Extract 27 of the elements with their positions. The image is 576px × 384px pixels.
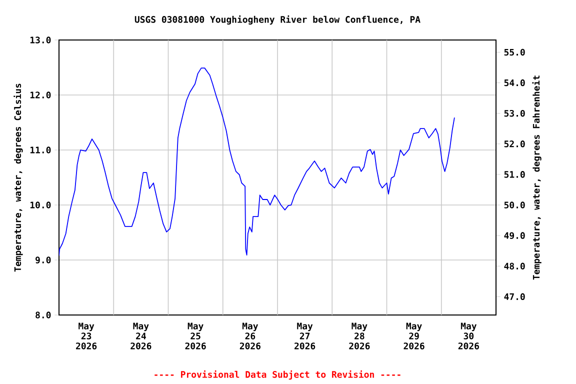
y2-tick-label: 48.0 <box>504 262 525 270</box>
y-tick-label: 11.0 <box>30 146 51 154</box>
x-tick-label: May 30 2026 <box>458 322 479 350</box>
y2-tick-label: 47.0 <box>504 293 525 300</box>
x-tick-label: May 23 2026 <box>76 322 97 350</box>
y2-tick-label: 51.0 <box>504 171 525 178</box>
y-tick-label: 10.0 <box>30 202 51 208</box>
chart-title: USGS 03081000 Youghiogheny River below Confluence, PA <box>134 15 420 25</box>
y-tick-label: 8.0 <box>36 312 51 318</box>
y-tick-label: 13.0 <box>30 36 51 44</box>
x-tick-label: May 24 2026 <box>130 322 152 350</box>
y-tick-label: 9.0 <box>36 256 51 264</box>
y2-tick-label: 54.0 <box>504 79 525 86</box>
x-tick-label: May 26 2026 <box>240 322 260 350</box>
y-tick-label: 12.0 <box>30 92 51 98</box>
x-tick-label: May 29 2026 <box>404 322 424 350</box>
y2-tick-label: 52.0 <box>504 140 525 148</box>
x-tick-label: May 28 2026 <box>349 322 370 350</box>
y2-tick-label: 53.0 <box>504 110 525 117</box>
y2-tick-label: 49.0 <box>504 232 525 239</box>
y2-tick-label: 50.0 <box>504 202 525 208</box>
y2-axis-title: Temperature, water, degrees Fahrenheit <box>532 76 542 280</box>
y2-tick-label: 55.0 <box>504 48 525 56</box>
text: ---- Provisional Data Subject to Revision ---- <box>154 370 400 380</box>
y-axis-title: Temperature, water, degrees Celsius <box>14 84 23 272</box>
x-tick-label: May 25 2026 <box>185 322 206 350</box>
x-tick-label: May 27 2026 <box>294 322 316 350</box>
